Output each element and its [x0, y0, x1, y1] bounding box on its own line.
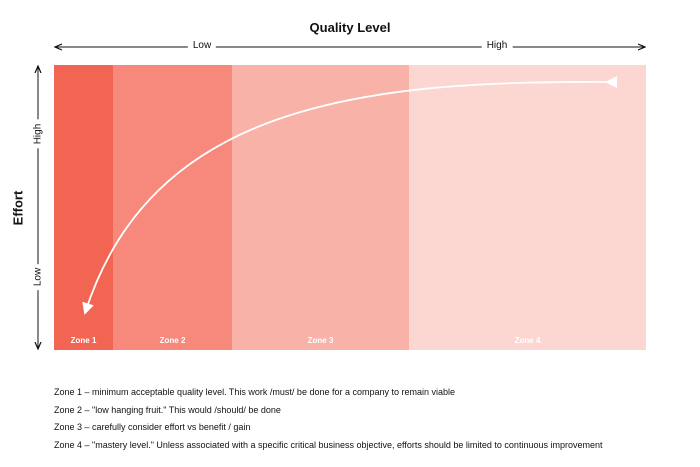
legend-item-zone-1: Zone 1 – minimum acceptable quality leve…: [54, 387, 456, 397]
zone-3-label: Zone 3: [307, 336, 334, 345]
legend: Zone 1 – minimum acceptable quality leve…: [54, 384, 684, 454]
legend-item-zone-3: Zone 3 – carefully consider effort vs be…: [54, 422, 251, 432]
x-axis-low-label: Low: [187, 40, 217, 51]
zone-2-label: Zone 2: [159, 336, 186, 345]
legend-item-zone-2: Zone 2 – "low hanging fruit." This would…: [54, 404, 281, 415]
effort-curve-arrow: [82, 76, 618, 315]
zone-1-label: Zone 1: [70, 336, 97, 345]
x-axis-high-label: High: [481, 40, 513, 51]
diagram-title: Quality Level: [309, 20, 391, 35]
zone-4-label: Zone 4: [514, 336, 541, 345]
legend-item-zone-4: Zone 4 – "mastery level." Unless associa…: [54, 439, 603, 450]
